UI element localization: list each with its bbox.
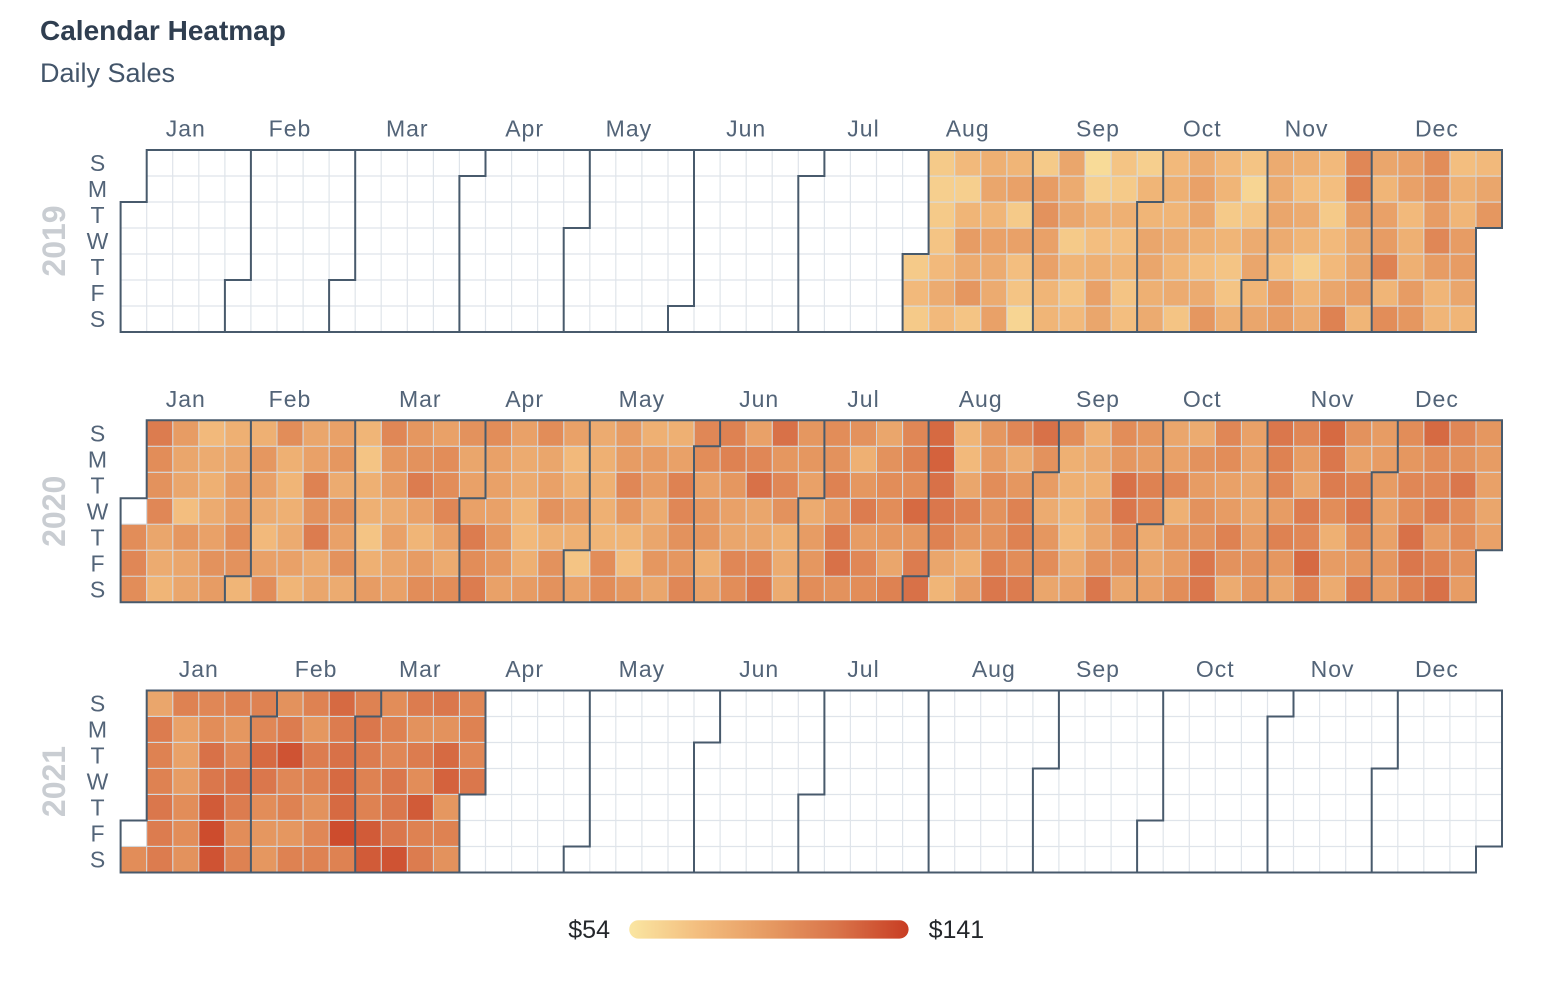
- svg-text:$54: $54: [568, 916, 610, 944]
- svg-text:2021: 2021: [36, 746, 72, 817]
- svg-text:S: S: [90, 576, 105, 602]
- svg-text:Nov: Nov: [1285, 116, 1329, 142]
- svg-text:$141: $141: [929, 916, 985, 944]
- svg-text:Daily Sales: Daily Sales: [40, 58, 175, 88]
- svg-text:2020: 2020: [36, 476, 72, 547]
- svg-text:Feb: Feb: [295, 656, 338, 682]
- svg-text:Apr: Apr: [505, 116, 544, 142]
- svg-text:Jun: Jun: [726, 116, 766, 142]
- svg-text:Jul: Jul: [847, 656, 879, 682]
- svg-text:W: W: [87, 769, 109, 795]
- svg-text:Aug: Aug: [959, 386, 1003, 412]
- svg-text:Sep: Sep: [1076, 116, 1120, 142]
- svg-text:S: S: [90, 847, 105, 873]
- svg-text:Jan: Jan: [166, 386, 206, 412]
- svg-text:Feb: Feb: [269, 116, 312, 142]
- svg-text:S: S: [90, 691, 105, 717]
- svg-text:Mar: Mar: [399, 386, 442, 412]
- svg-text:2019: 2019: [36, 205, 72, 276]
- svg-text:Dec: Dec: [1415, 116, 1459, 142]
- svg-text:Dec: Dec: [1415, 386, 1459, 412]
- svg-text:Dec: Dec: [1415, 656, 1459, 682]
- svg-text:Oct: Oct: [1183, 386, 1222, 412]
- svg-text:F: F: [90, 821, 104, 847]
- svg-text:Nov: Nov: [1311, 386, 1355, 412]
- svg-text:Oct: Oct: [1196, 656, 1235, 682]
- svg-text:T: T: [90, 254, 104, 280]
- svg-text:M: M: [88, 717, 107, 743]
- svg-text:Apr: Apr: [505, 386, 544, 412]
- svg-text:May: May: [619, 386, 665, 412]
- svg-text:M: M: [88, 446, 107, 472]
- svg-text:Jun: Jun: [739, 386, 779, 412]
- svg-text:W: W: [87, 228, 109, 254]
- svg-text:S: S: [90, 306, 105, 332]
- svg-text:T: T: [90, 524, 104, 550]
- svg-text:Sep: Sep: [1076, 656, 1120, 682]
- svg-text:M: M: [88, 176, 107, 202]
- svg-text:Jul: Jul: [847, 116, 879, 142]
- svg-text:Calendar Heatmap: Calendar Heatmap: [40, 15, 286, 46]
- svg-text:Apr: Apr: [505, 656, 544, 682]
- svg-text:Mar: Mar: [399, 656, 442, 682]
- svg-text:T: T: [90, 795, 104, 821]
- svg-text:T: T: [90, 743, 104, 769]
- svg-text:Jul: Jul: [847, 386, 879, 412]
- svg-text:T: T: [90, 202, 104, 228]
- svg-text:F: F: [90, 550, 104, 576]
- svg-text:S: S: [90, 420, 105, 446]
- svg-text:W: W: [87, 498, 109, 524]
- svg-text:Oct: Oct: [1183, 116, 1222, 142]
- svg-text:Mar: Mar: [386, 116, 429, 142]
- svg-text:May: May: [606, 116, 652, 142]
- svg-text:Jan: Jan: [166, 116, 206, 142]
- svg-text:May: May: [619, 656, 665, 682]
- svg-text:Jun: Jun: [739, 656, 779, 682]
- svg-text:F: F: [90, 280, 104, 306]
- svg-text:Jan: Jan: [179, 656, 219, 682]
- svg-text:Aug: Aug: [946, 116, 990, 142]
- svg-text:Nov: Nov: [1311, 656, 1355, 682]
- svg-text:Aug: Aug: [972, 656, 1016, 682]
- svg-text:Sep: Sep: [1076, 386, 1120, 412]
- svg-text:S: S: [90, 150, 105, 176]
- svg-text:T: T: [90, 472, 104, 498]
- svg-text:Feb: Feb: [269, 386, 312, 412]
